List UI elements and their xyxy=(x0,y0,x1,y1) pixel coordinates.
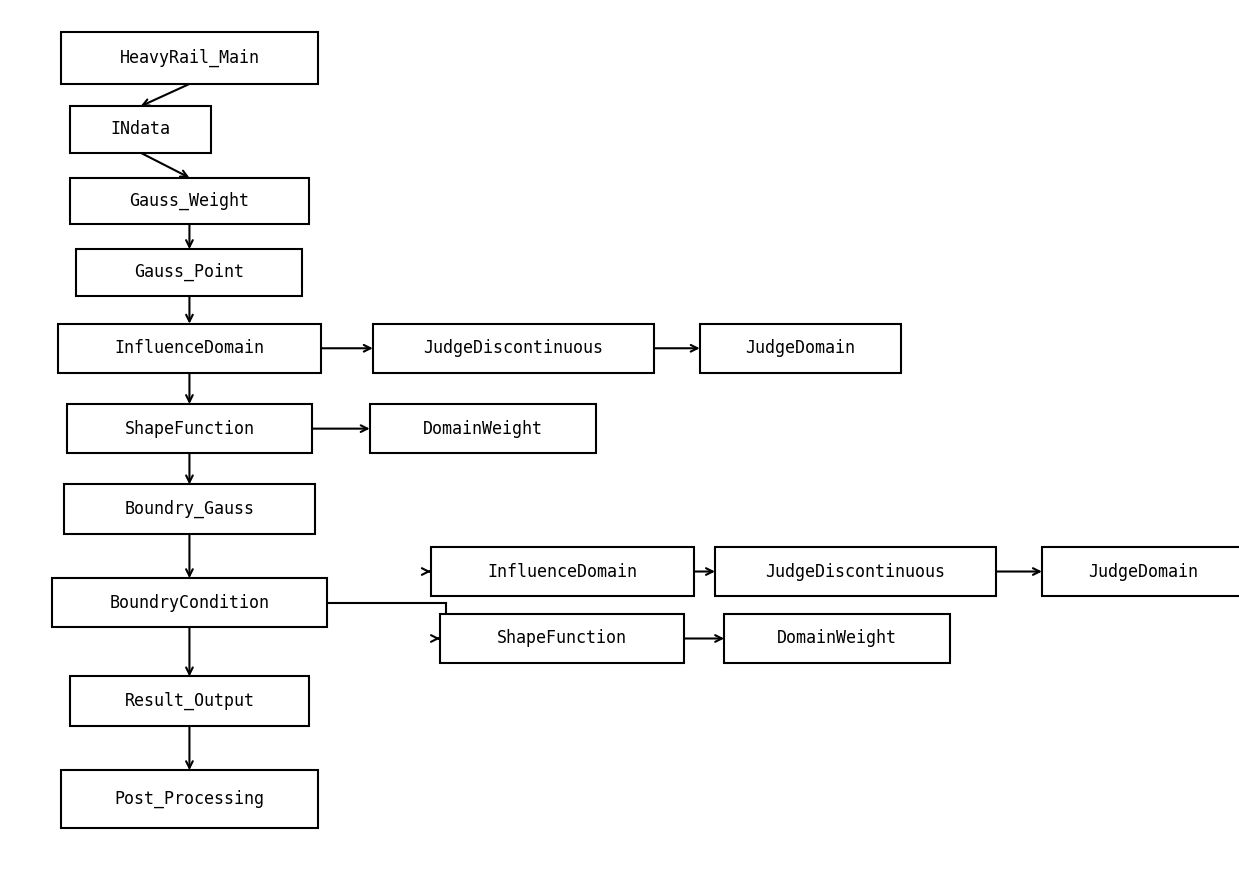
Text: InfluenceDomain: InfluenceDomain xyxy=(487,563,637,580)
Text: JudgeDomain: JudgeDomain xyxy=(746,339,856,357)
Text: HeavyRail_Main: HeavyRail_Main xyxy=(119,49,259,67)
FancyBboxPatch shape xyxy=(1042,547,1239,597)
Text: Boundry_Gauss: Boundry_Gauss xyxy=(124,500,254,518)
FancyBboxPatch shape xyxy=(77,249,302,296)
FancyBboxPatch shape xyxy=(64,484,315,534)
FancyBboxPatch shape xyxy=(67,404,312,454)
Text: BoundryCondition: BoundryCondition xyxy=(109,594,269,612)
FancyBboxPatch shape xyxy=(715,547,996,597)
FancyBboxPatch shape xyxy=(431,547,694,597)
FancyBboxPatch shape xyxy=(724,614,950,663)
Text: INdata: INdata xyxy=(110,121,171,138)
FancyBboxPatch shape xyxy=(61,32,317,84)
Text: Gauss_Weight: Gauss_Weight xyxy=(129,192,249,210)
FancyBboxPatch shape xyxy=(440,614,684,663)
Text: ShapeFunction: ShapeFunction xyxy=(124,420,254,438)
Text: JudgeDiscontinuous: JudgeDiscontinuous xyxy=(424,339,603,357)
Text: DomainWeight: DomainWeight xyxy=(777,630,897,647)
Text: Post_Processing: Post_Processing xyxy=(114,790,264,808)
Text: JudgeDiscontinuous: JudgeDiscontinuous xyxy=(766,563,945,580)
FancyBboxPatch shape xyxy=(700,323,901,373)
Text: Result_Output: Result_Output xyxy=(124,692,254,710)
FancyBboxPatch shape xyxy=(373,323,654,373)
FancyBboxPatch shape xyxy=(61,770,317,829)
Text: InfluenceDomain: InfluenceDomain xyxy=(114,339,264,357)
FancyBboxPatch shape xyxy=(71,178,309,224)
Text: JudgeDomain: JudgeDomain xyxy=(1088,563,1198,580)
FancyBboxPatch shape xyxy=(58,323,321,373)
FancyBboxPatch shape xyxy=(52,579,327,628)
FancyBboxPatch shape xyxy=(369,404,596,454)
Text: Gauss_Point: Gauss_Point xyxy=(135,263,244,281)
FancyBboxPatch shape xyxy=(71,106,211,153)
FancyBboxPatch shape xyxy=(71,677,309,725)
Text: DomainWeight: DomainWeight xyxy=(422,420,543,438)
Text: ShapeFunction: ShapeFunction xyxy=(497,630,627,647)
